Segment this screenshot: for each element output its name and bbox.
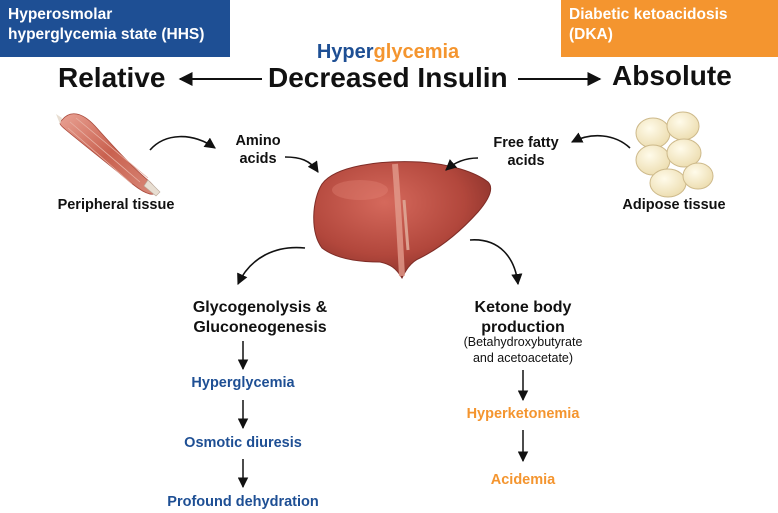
relative-label: Relative: [58, 62, 166, 93]
glycogenolysis-label: Glycogenolysis & Gluconeogenesis: [178, 298, 342, 338]
ketone-detail-line1: (Betahydroxybutyrate: [463, 335, 583, 349]
muscle-illustration: [56, 113, 161, 197]
hhs-line1: Hyperosmolar: [8, 6, 113, 23]
hyperglycemia-title: Hyperglycemia: [300, 41, 476, 64]
absolute-label: Absolute: [612, 60, 732, 91]
amino-acids-label: Amino acids: [226, 132, 290, 168]
arrow-muscle-to-amino: [149, 135, 216, 151]
title-part2: glycemia: [373, 41, 460, 63]
arrow-amino-to-liver: [284, 156, 319, 173]
title-part1: Hyper: [316, 41, 374, 63]
fatty-line2: acids: [507, 153, 545, 169]
peripheral-tissue-label: Peripheral tissue: [57, 197, 175, 213]
hhs-line2: hyperglycemia state (HHS): [8, 26, 205, 43]
ketone-line2: production: [481, 319, 565, 336]
ketone-detail: (Betahydroxybutyrate and acetoacetate): [442, 334, 604, 366]
adipose-illustration: [635, 111, 714, 198]
ketone-line1: Ketone body: [474, 299, 572, 316]
arrow-fatty-to-liver: [445, 157, 479, 171]
fatty-line1: Free fatty: [493, 135, 559, 151]
amino-line1: Amino: [235, 133, 281, 149]
ketone-production-label: Ketone body production: [452, 298, 594, 338]
amino-line2: acids: [239, 151, 277, 167]
hhs-box: Hyperosmolar hyperglycemia state (HHS): [0, 0, 230, 57]
glyco-line1: Glycogenolysis &: [192, 299, 328, 316]
hyperglycemia-step: Hyperglycemia: [191, 375, 295, 391]
adipose-tissue-label: Adipose tissue: [622, 197, 726, 213]
ketone-detail-line2: and acetoacetate): [472, 351, 574, 365]
acidemia-step: Acidemia: [490, 472, 556, 488]
arrow-adipose-to-fatty: [570, 132, 631, 149]
arrow-liver-to-glycogenolysis: [237, 246, 306, 286]
liver-illustration: [313, 161, 492, 280]
hyperketonemia-step: Hyperketonemia: [466, 406, 580, 422]
dka-line2: (DKA): [569, 26, 613, 43]
dka-box: Diabetic ketoacidosis (DKA): [561, 0, 778, 57]
profound-dehydration-step: Profound dehydration: [167, 494, 319, 510]
arrow-liver-to-ketone: [469, 239, 523, 286]
glyco-line2: Gluconeogenesis: [193, 319, 327, 336]
osmotic-diuresis-step: Osmotic diuresis: [184, 435, 302, 451]
dka-line1: Diabetic ketoacidosis: [569, 6, 728, 23]
free-fatty-acids-label: Free fatty acids: [478, 134, 574, 170]
decreased-insulin-label: Decreased Insulin: [268, 62, 508, 93]
